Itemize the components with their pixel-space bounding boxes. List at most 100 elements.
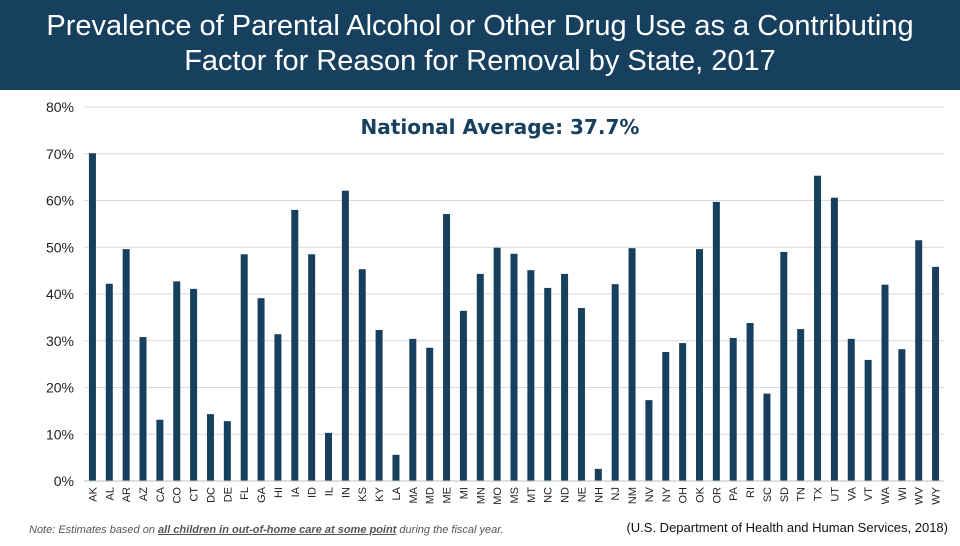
x-tick-label: OR bbox=[711, 487, 723, 504]
bar-or bbox=[712, 201, 720, 481]
bar-nh bbox=[594, 468, 602, 481]
bar-pa bbox=[729, 337, 737, 481]
footnote: Note: Estimates based on all children in… bbox=[29, 524, 504, 536]
bar-id bbox=[308, 254, 316, 481]
x-tick-label: AZ bbox=[138, 487, 150, 501]
footnote-suffix: during the fiscal year. bbox=[396, 524, 504, 536]
bar-hi bbox=[274, 334, 282, 481]
x-tick-label: ME bbox=[442, 487, 454, 504]
x-tick-label: KY bbox=[374, 486, 386, 501]
x-tick-label: ID bbox=[307, 487, 319, 498]
x-tick-label: NC bbox=[543, 487, 555, 503]
bar-ma bbox=[409, 338, 417, 481]
bar-mo bbox=[493, 247, 501, 481]
bar-wv bbox=[915, 240, 923, 481]
x-tick-label: TX bbox=[813, 486, 825, 501]
x-tick-label: MO bbox=[492, 487, 504, 505]
bar-nd bbox=[561, 273, 569, 481]
x-tick-label: CA bbox=[155, 486, 167, 502]
bar-va bbox=[847, 338, 855, 481]
bar-ak bbox=[88, 153, 96, 481]
bar-ct bbox=[190, 288, 198, 481]
x-tick-label: WI bbox=[897, 487, 909, 500]
bar-ks bbox=[358, 269, 366, 481]
bar-ut bbox=[830, 197, 838, 481]
x-tick-label: OH bbox=[678, 487, 690, 504]
x-tick-label: GA bbox=[256, 486, 268, 503]
y-tick-label: 80% bbox=[46, 99, 74, 115]
x-tick-label: NH bbox=[593, 487, 605, 503]
x-tick-label: WY bbox=[931, 486, 943, 504]
x-tick-label: UT bbox=[829, 487, 841, 502]
bar-az bbox=[139, 337, 147, 481]
x-tick-label: AR bbox=[121, 487, 133, 502]
x-tick-label: DC bbox=[205, 487, 217, 503]
x-tick-label: MD bbox=[425, 487, 437, 504]
bar-nm bbox=[628, 248, 636, 481]
x-tick-label: DE bbox=[222, 487, 234, 502]
x-tick-label: AL bbox=[104, 487, 116, 500]
bar-md bbox=[426, 347, 434, 481]
x-tick-label: MT bbox=[526, 487, 538, 503]
bar-in bbox=[341, 190, 349, 481]
y-tick-label: 30% bbox=[46, 333, 74, 349]
x-tick-label: PA bbox=[728, 486, 740, 501]
x-tick-label: VA bbox=[846, 486, 858, 501]
x-tick-label: NJ bbox=[610, 487, 622, 500]
y-tick-label: 40% bbox=[46, 286, 74, 302]
bar-nv bbox=[645, 400, 653, 481]
footnote-emphasis: all children in out-of-home care at some… bbox=[158, 524, 397, 536]
y-tick-label: 60% bbox=[46, 193, 74, 209]
bar-wy bbox=[932, 266, 940, 481]
x-tick-label: HI bbox=[273, 487, 285, 498]
bar-de bbox=[223, 421, 231, 481]
x-tick-label: WA bbox=[880, 486, 892, 504]
bar-co bbox=[173, 281, 181, 481]
bar-sc bbox=[763, 393, 771, 481]
bar-al bbox=[105, 283, 113, 481]
bar-la bbox=[392, 454, 400, 481]
bar-ok bbox=[695, 249, 703, 481]
national-average-annotation: National Average: 37.7% bbox=[360, 115, 640, 139]
x-tick-label: CO bbox=[172, 487, 184, 504]
bar-ny bbox=[662, 351, 670, 481]
y-tick-label: 20% bbox=[46, 380, 74, 396]
chart-title-line-1: Prevalence of Parental Alcohol or Other … bbox=[46, 10, 914, 42]
bar-ms bbox=[510, 253, 518, 481]
bar-mi bbox=[459, 310, 467, 481]
bar-nj bbox=[611, 284, 619, 481]
bar-ne bbox=[577, 308, 585, 481]
bar-ar bbox=[122, 249, 130, 481]
y-tick-label: 0% bbox=[54, 473, 74, 489]
x-tick-label: MI bbox=[458, 487, 470, 499]
source-citation: (U.S. Department of Health and Human Ser… bbox=[626, 520, 948, 535]
x-tick-label: IN bbox=[340, 487, 352, 498]
bar-ky bbox=[375, 329, 383, 481]
footnote-prefix: Note: Estimates based on bbox=[29, 524, 159, 536]
x-tick-label: MN bbox=[475, 487, 487, 504]
bar-mn bbox=[476, 273, 484, 481]
x-tick-label: NV bbox=[644, 486, 656, 502]
bar-chart: 0% 10% 20% 30% 40% 50% 60% 70% 80% AK AL AR AZ CA CO CT… bbox=[46, 99, 944, 505]
x-tick-label: ND bbox=[560, 487, 572, 503]
x-tick-label: LA bbox=[391, 486, 403, 500]
x-tick-label: NE bbox=[576, 487, 588, 502]
y-tick-label: 10% bbox=[46, 426, 74, 442]
bar-oh bbox=[679, 343, 687, 481]
bar-il bbox=[325, 432, 333, 481]
bar-vt bbox=[864, 359, 872, 481]
bar-fl bbox=[240, 254, 248, 481]
y-tick-label: 50% bbox=[46, 239, 74, 255]
x-tick-label: CT bbox=[189, 487, 201, 502]
x-tick-label: RI bbox=[745, 487, 757, 498]
title-bar: Prevalence of Parental Alcohol or Other … bbox=[0, 0, 960, 90]
bar-dc bbox=[206, 414, 214, 481]
bar-wa bbox=[881, 284, 889, 481]
x-tick-label: SD bbox=[779, 487, 791, 502]
x-tick-label: KS bbox=[357, 487, 369, 502]
x-tick-label: TN bbox=[796, 487, 808, 502]
bar-tn bbox=[797, 329, 805, 481]
y-tick-label: 70% bbox=[46, 146, 74, 162]
x-tick-label: IA bbox=[290, 486, 302, 497]
x-tick-label: MS bbox=[509, 487, 521, 504]
